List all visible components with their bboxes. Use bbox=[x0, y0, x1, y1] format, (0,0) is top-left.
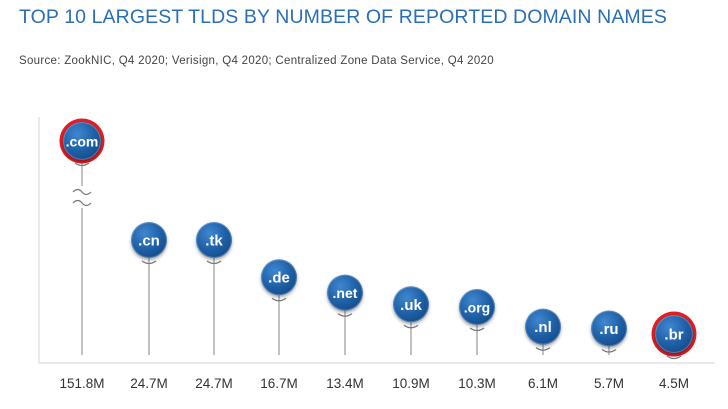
marker-rim-net bbox=[327, 274, 363, 311]
marker-de bbox=[261, 259, 297, 296]
collar-tk bbox=[206, 260, 222, 265]
marker-label-uk: .uk bbox=[400, 297, 422, 314]
value-label-br: 4.5M bbox=[659, 376, 689, 391]
marker-cn bbox=[131, 222, 167, 258]
collar-org bbox=[469, 327, 485, 332]
marker-rim-cn bbox=[131, 222, 167, 258]
collar-com bbox=[74, 162, 90, 167]
value-label-tk: 24.7M bbox=[195, 376, 233, 391]
marker-rim-com bbox=[63, 122, 101, 160]
marker-nl bbox=[525, 308, 561, 345]
marker-rim-nl bbox=[525, 308, 561, 345]
marker-com bbox=[63, 122, 101, 160]
collar-uk bbox=[403, 324, 419, 329]
marker-br bbox=[655, 315, 693, 354]
collar-nl bbox=[535, 347, 551, 351]
value-label-com: 151.8M bbox=[59, 376, 104, 391]
value-label-net: 13.4M bbox=[326, 376, 364, 391]
axis-break-mark-lower bbox=[72, 199, 92, 207]
marker-label-net: .net bbox=[333, 285, 358, 301]
collar-br bbox=[666, 355, 682, 360]
collar-de bbox=[271, 297, 287, 302]
value-label-uk: 10.9M bbox=[392, 376, 430, 391]
marker-org bbox=[459, 289, 495, 326]
value-label-cn: 24.7M bbox=[130, 376, 168, 391]
marker-rim-ru bbox=[591, 310, 627, 347]
marker-rim-de bbox=[261, 259, 297, 296]
collar-net bbox=[337, 313, 353, 317]
marker-label-nl: .nl bbox=[534, 319, 552, 336]
marker-label-com: .com bbox=[66, 134, 99, 150]
marker-label-cn: .cn bbox=[138, 233, 160, 250]
value-label-org: 10.3M bbox=[458, 376, 496, 391]
marker-rim-uk bbox=[393, 286, 429, 323]
marker-label-br: .br bbox=[664, 327, 683, 344]
marker-label-ru: .ru bbox=[599, 321, 618, 338]
value-label-ru: 5.7M bbox=[594, 376, 624, 391]
marker-rim-org bbox=[459, 289, 495, 325]
chart-source: Source: ZookNIC, Q4 2020; Verisign, Q4 2… bbox=[19, 55, 494, 67]
marker-rim-br bbox=[655, 315, 693, 353]
axis-break-gap bbox=[73, 186, 91, 208]
chart-title: TOP 10 LARGEST TLDS BY NUMBER OF REPORTE… bbox=[19, 6, 667, 28]
marker-label-tk: .tk bbox=[205, 233, 223, 250]
marker-uk bbox=[393, 286, 429, 323]
marker-net bbox=[327, 274, 363, 311]
marker-label-org: .org bbox=[464, 300, 490, 316]
axis-break-mark-upper bbox=[72, 188, 92, 196]
marker-ru bbox=[591, 310, 627, 347]
value-label-de: 16.7M bbox=[260, 376, 298, 391]
marker-rim-tk bbox=[196, 222, 232, 258]
collar-ru bbox=[601, 348, 617, 353]
value-label-nl: 6.1M bbox=[528, 376, 558, 391]
marker-tk bbox=[196, 222, 232, 258]
collar-cn bbox=[141, 260, 157, 265]
marker-label-de: .de bbox=[268, 270, 290, 287]
